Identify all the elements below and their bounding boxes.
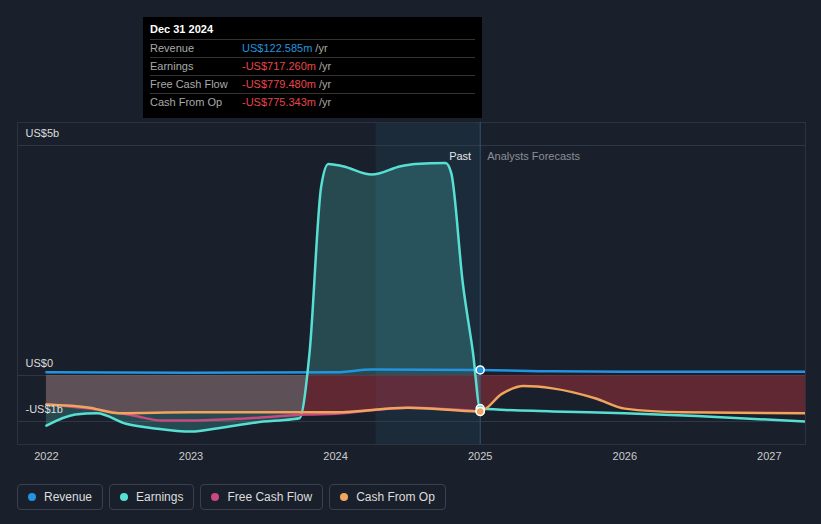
html-text:Dec 31 2024: Dec 31 2024 xyxy=(150,23,213,35)
svg-text:2024: 2024 xyxy=(323,450,347,462)
html-text:Cash From Op: Cash From Op xyxy=(150,96,223,108)
html-text:US$122.585m /yr: US$122.585m /yr xyxy=(242,42,328,54)
svg-text:2023: 2023 xyxy=(179,450,203,462)
html-text:Earnings: Earnings xyxy=(136,490,184,504)
html-text:Revenue: Revenue xyxy=(44,490,92,504)
svg-text:2025: 2025 xyxy=(468,450,492,462)
html-text:Revenue: Revenue xyxy=(150,42,194,54)
html-text:Earnings: Earnings xyxy=(150,60,194,72)
html-text:Cash From Op: Cash From Op xyxy=(356,490,435,504)
svg-text:US$5b: US$5b xyxy=(26,127,60,139)
html-text:-US$775.343m /yr: -US$775.343m /yr xyxy=(242,96,332,108)
html-text:-US$717.260m /yr: -US$717.260m /yr xyxy=(242,60,332,72)
svg-text:2022: 2022 xyxy=(34,450,58,462)
svg-text:US$0: US$0 xyxy=(26,357,54,369)
svg-text:Analysts Forecasts: Analysts Forecasts xyxy=(487,150,580,162)
html-text:Free Cash Flow: Free Cash Flow xyxy=(150,78,228,90)
svg-text:2027: 2027 xyxy=(757,450,781,462)
svg-text:-US$1b: -US$1b xyxy=(26,403,63,415)
html-text:-US$779.480m /yr: -US$779.480m /yr xyxy=(242,78,332,90)
html-text:Free Cash Flow: Free Cash Flow xyxy=(227,490,313,504)
svg-text:Past: Past xyxy=(449,150,471,162)
svg-text:2026: 2026 xyxy=(613,450,637,462)
